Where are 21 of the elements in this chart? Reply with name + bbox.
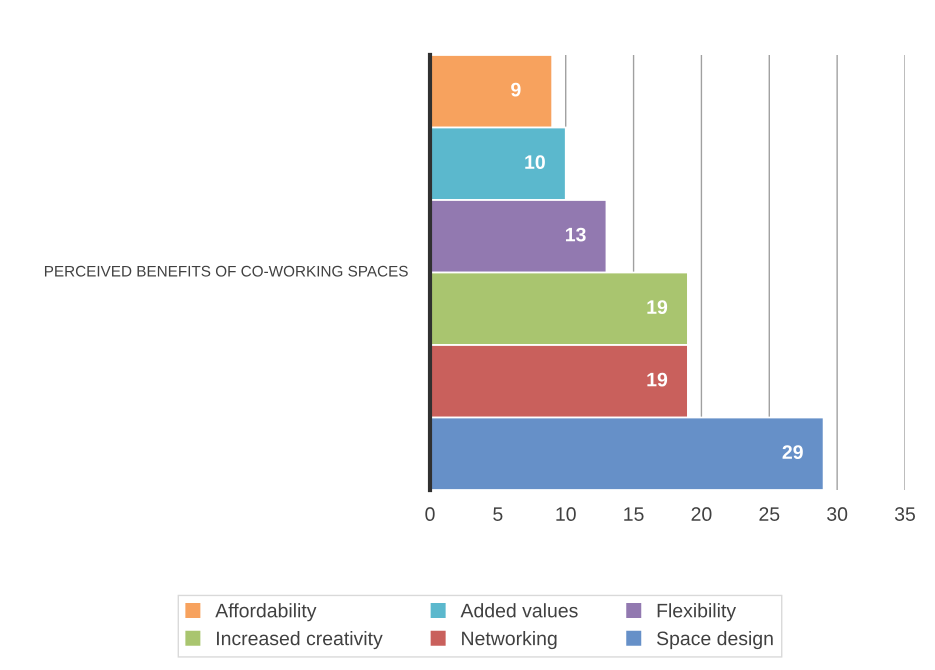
data-label: 10 — [525, 155, 545, 169]
x-tick-label: 25 — [759, 507, 780, 521]
legend-label: Flexibility — [658, 603, 736, 622]
data-label: 19 — [647, 372, 668, 386]
legend-label: Increased creativity — [217, 631, 383, 650]
legend-label: Networking — [462, 631, 557, 650]
x-tick-label: 20 — [692, 507, 712, 521]
x-tick-label: 35 — [894, 507, 915, 521]
legend-label: Space design — [656, 631, 773, 650]
legend-label: Added values — [460, 603, 578, 618]
data-label: 19 — [647, 300, 668, 314]
x-tick-label: 5 — [493, 507, 502, 521]
data-label: 13 — [566, 228, 586, 242]
y-axis-title: PERCEIVED BENEFITS OF CO-WORKING SPACES — [44, 266, 408, 277]
data-label: 9 — [511, 82, 521, 96]
data-label: 29 — [782, 445, 803, 459]
x-tick-label: 15 — [624, 507, 644, 521]
x-tick-label: 0 — [425, 507, 435, 521]
x-tick-label: 30 — [827, 507, 848, 521]
legend-label: Affordability — [215, 603, 316, 622]
x-tick-label: 10 — [556, 507, 576, 521]
